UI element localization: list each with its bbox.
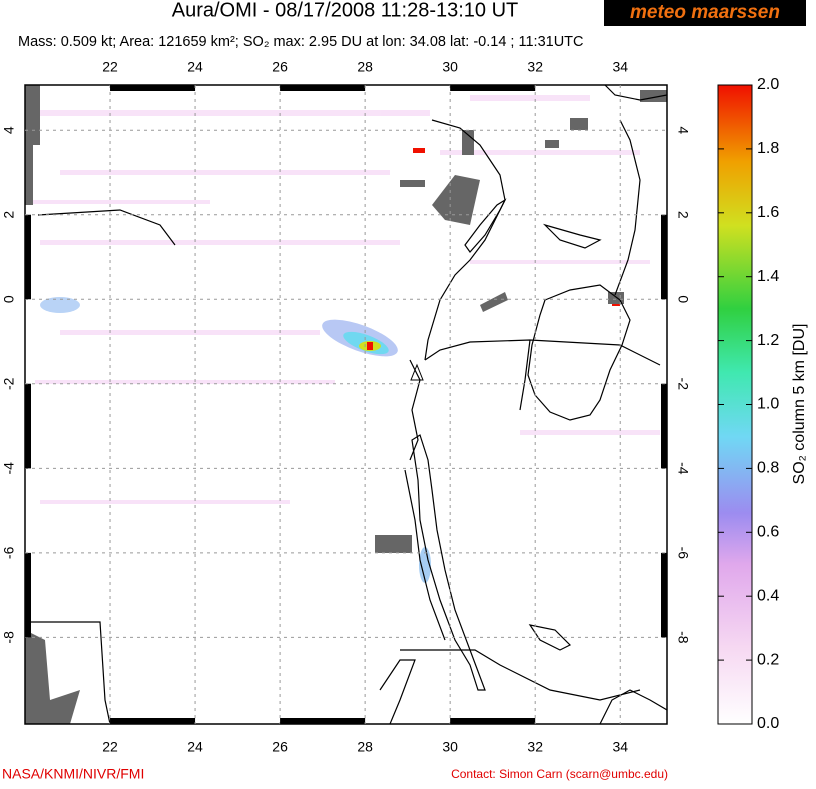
colorbar-tick-label: 0.4: [757, 587, 779, 604]
x-tick-label-top: 34: [612, 59, 628, 75]
y-tick-label-right: -6: [675, 547, 691, 560]
x-tick-label-top: 28: [357, 59, 373, 75]
colorbar-tick-label: 1.6: [757, 204, 779, 221]
volcano-marker: [410, 363, 424, 381]
title: Aura/OMI - 08/17/2008 11:28-13:10 UT: [172, 0, 519, 21]
plume-max: [367, 342, 373, 350]
y-tick-label-right: -4: [675, 462, 691, 475]
x-tick-label-bottom: 32: [527, 739, 543, 755]
colorbar-tick-label: 0.8: [757, 460, 779, 477]
subtitle: Mass: 0.509 kt; Area: 121659 km²; SO₂ ma…: [18, 34, 584, 50]
background-streaks: [30, 95, 660, 504]
colorbar-tick-label: 0.6: [757, 524, 779, 541]
colorbar-tick-label: 1.4: [757, 268, 779, 285]
y-tick-label-left: 0: [1, 295, 17, 303]
coastlines: [25, 85, 667, 724]
y-tick-label-left: 4: [1, 126, 17, 134]
x-tick-label-top: 22: [102, 59, 118, 75]
credit: NASA/KNMI/NIVR/FMI: [2, 766, 144, 782]
hotspot: [413, 148, 425, 153]
logo: meteo maarssen: [630, 2, 780, 23]
y-tick-label-left: -2: [1, 377, 17, 390]
x-tick-label-top: 32: [527, 59, 543, 75]
x-tick-label-bottom: 28: [357, 739, 373, 755]
colorbar-tick-label: 1.0: [757, 396, 779, 413]
y-tick-label-right: 0: [675, 295, 691, 303]
x-tick-label-bottom: 22: [102, 739, 118, 755]
colorbar-tick-label: 0.2: [757, 651, 779, 668]
y-tick-label-right: 4: [675, 126, 691, 134]
y-tick-label-right: 2: [675, 211, 691, 219]
colorbar-tick-label: 2.0: [757, 76, 779, 93]
colorbar-tick-label: 1.2: [757, 332, 779, 349]
no-data: [25, 85, 667, 724]
colorbar-tick-label: 0.0: [757, 715, 779, 732]
map-bg: [25, 85, 667, 724]
colorbar-label: SO₂ column 5 km [DU]: [791, 324, 808, 485]
y-tick-label-left: 2: [1, 211, 17, 219]
map-area: [25, 85, 667, 724]
x-tick-label-top: 30: [442, 59, 458, 75]
colorbar-tick-label: 1.8: [757, 140, 779, 157]
x-tick-label-bottom: 30: [442, 739, 458, 755]
y-tick-label-left: -4: [1, 462, 17, 475]
x-tick-label-bottom: 34: [612, 739, 628, 755]
plume-small: [40, 297, 80, 313]
y-tick-label-right: -8: [675, 631, 691, 644]
x-tick-label-top: 26: [272, 59, 288, 75]
y-tick-label-left: -6: [1, 546, 17, 559]
x-tick-label-bottom: 24: [187, 739, 203, 755]
x-tick-label-top: 24: [187, 59, 203, 75]
plume-lake: [419, 547, 431, 583]
x-tick-label-bottom: 26: [272, 739, 288, 755]
logo-box: [604, 0, 806, 26]
y-tick-label-left: -8: [1, 631, 17, 644]
contact: Contact: Simon Carn (scarn@umbc.edu): [451, 767, 668, 781]
y-tick-label-right: -2: [675, 378, 691, 391]
